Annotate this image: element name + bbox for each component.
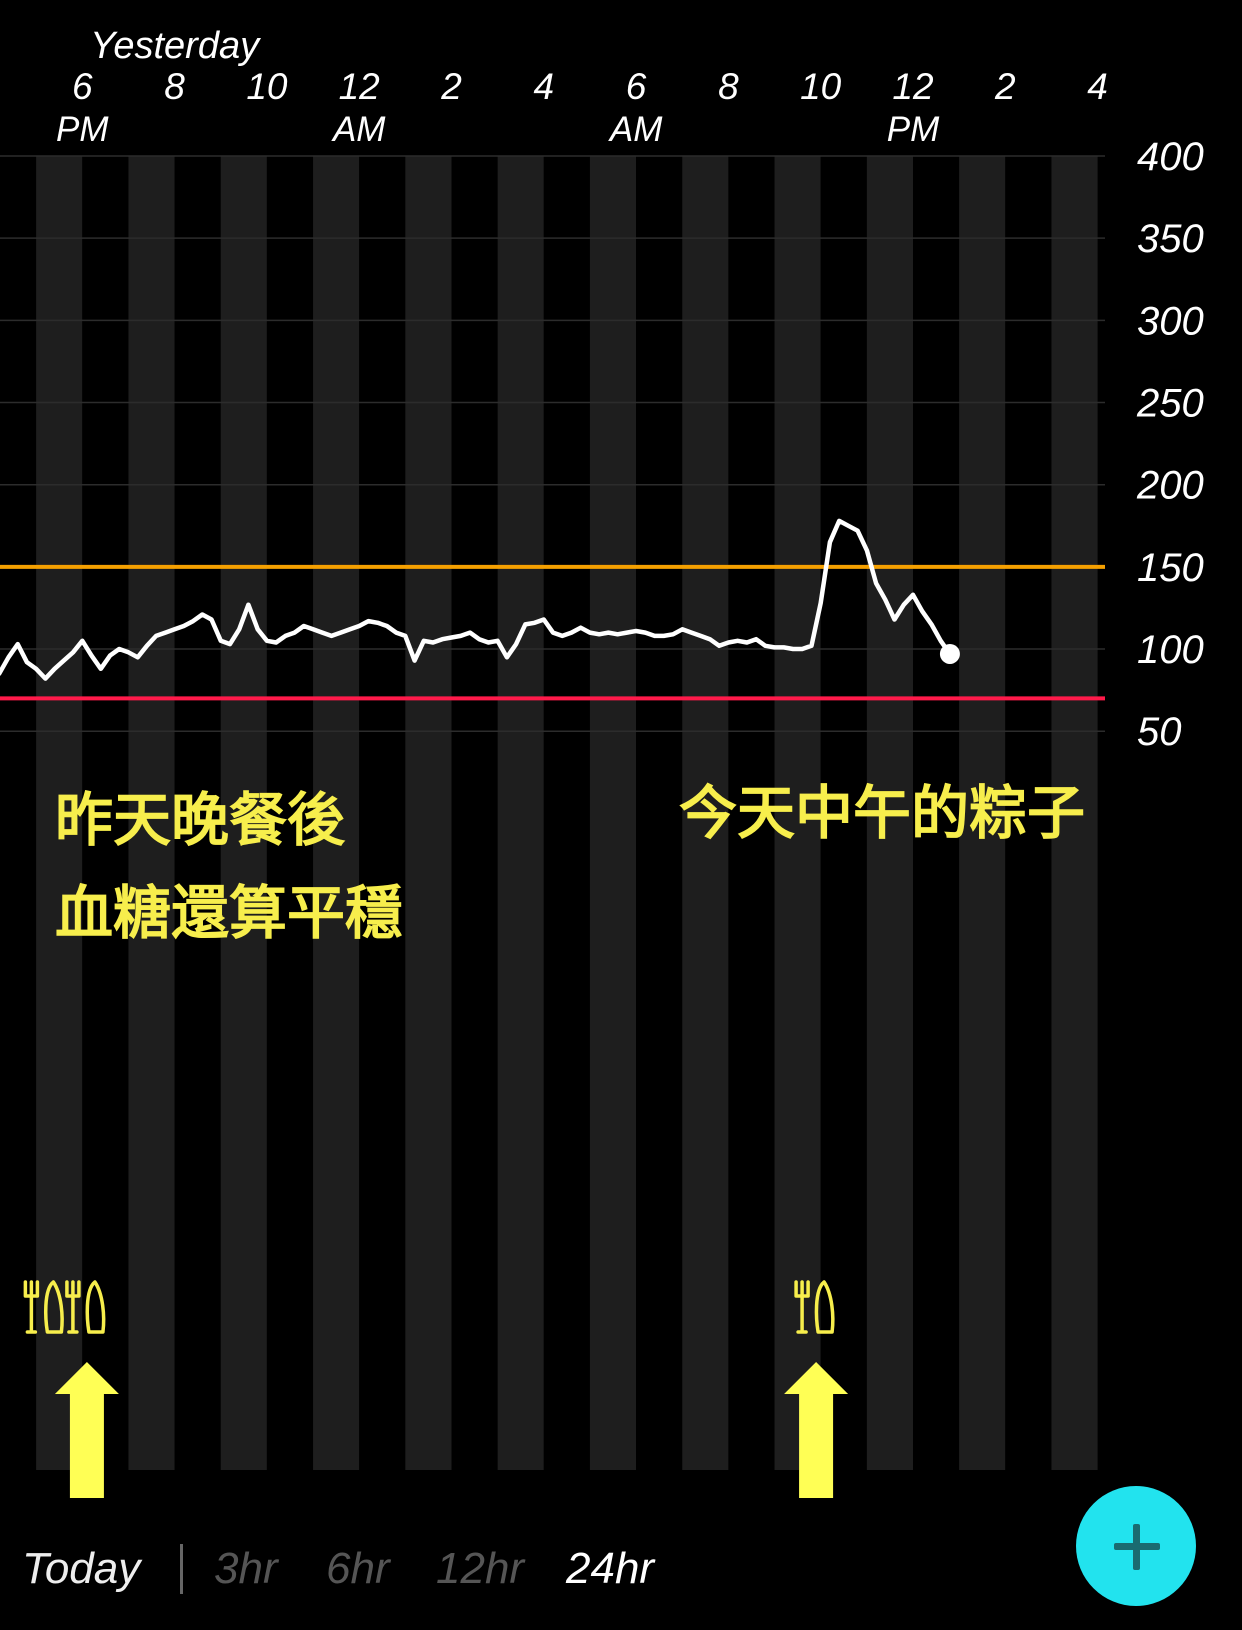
x-tick-label: 6	[626, 66, 647, 107]
time-band	[451, 156, 498, 1470]
time-band	[128, 156, 175, 1470]
knife-icon	[44, 1280, 64, 1334]
x-tick-label: 12	[339, 66, 381, 107]
y-tick-label: 50	[1137, 710, 1182, 754]
fork-icon	[23, 1280, 40, 1334]
glucose-line	[0, 518, 960, 681]
fork-icon	[794, 1280, 810, 1334]
y-axis-labels: 400 350 300 250 200 150 100 50	[1136, 135, 1204, 754]
add-entry-button[interactable]	[1076, 1486, 1196, 1606]
time-band	[543, 156, 590, 1470]
meal-markers	[23, 1280, 835, 1334]
x-tick-label: 8	[718, 66, 739, 107]
time-band	[174, 156, 221, 1470]
x-axis-labels: Yesterday46PM81012AM246AM81012PM24	[0, 25, 1108, 149]
knife-icon	[85, 1280, 106, 1334]
time-band	[682, 156, 729, 1470]
time-band	[913, 156, 960, 1470]
x-tick-label: 12	[892, 66, 934, 107]
annotation-zongzi: 今天中午的粽子	[679, 779, 1085, 847]
knife-icon	[814, 1280, 835, 1334]
toolbar-separator	[180, 1544, 183, 1594]
x-tick-label: 10	[246, 66, 288, 107]
y-tick-label: 100	[1137, 628, 1204, 672]
arrows	[54, 1362, 849, 1498]
time-band	[636, 156, 683, 1470]
glucose-series-line	[0, 518, 953, 681]
time-band	[497, 156, 544, 1470]
time-band	[220, 156, 267, 1470]
time-bands	[0, 156, 1098, 1470]
x-tick-label: 4	[534, 66, 555, 107]
today-button[interactable]: Today	[22, 1544, 141, 1593]
threshold-lines	[0, 564, 1105, 701]
y-tick-label: 250	[1136, 382, 1204, 426]
meal-icon	[23, 1280, 64, 1334]
x-tick-label: 10	[800, 66, 842, 107]
x-tick-sublabel: AM	[331, 110, 386, 149]
time-range-toolbar: Today 3hr 6hr 12hr 24hr	[0, 1486, 1242, 1630]
time-band	[820, 156, 867, 1470]
x-tick-label: 2	[440, 66, 462, 107]
time-band	[313, 156, 360, 1470]
time-band	[774, 156, 821, 1470]
date-label: Yesterday	[90, 25, 261, 67]
meal-icon	[794, 1280, 835, 1334]
x-tick-sublabel: PM	[56, 110, 109, 149]
time-band	[405, 156, 452, 1470]
y-tick-label: 400	[1137, 135, 1204, 179]
time-band	[266, 156, 314, 1470]
time-band	[82, 156, 129, 1470]
time-band	[0, 156, 37, 1470]
x-tick-sublabel: PM	[887, 110, 940, 149]
range-3hr-button[interactable]: 3hr	[214, 1544, 278, 1593]
time-band	[589, 156, 637, 1470]
x-tick-label: 6	[72, 66, 93, 107]
y-tick-label: 150	[1137, 546, 1204, 590]
range-6hr-button[interactable]: 6hr	[326, 1544, 390, 1593]
time-band	[866, 156, 913, 1470]
range-12hr-button[interactable]: 12hr	[436, 1544, 525, 1593]
fork-icon	[65, 1280, 81, 1334]
x-tick-label: 4	[1087, 66, 1108, 107]
x-tick-label: 8	[164, 66, 185, 107]
time-band	[359, 156, 406, 1470]
time-band	[1051, 156, 1098, 1470]
time-band	[1005, 156, 1052, 1470]
time-band	[959, 156, 1006, 1470]
y-tick-label: 300	[1137, 299, 1204, 343]
y-tick-label: 200	[1136, 464, 1204, 508]
time-band	[36, 156, 83, 1470]
x-tick-label: 2	[994, 66, 1016, 107]
up-arrow-icon	[54, 1362, 119, 1498]
meal-icon	[65, 1280, 106, 1334]
time-band	[728, 156, 775, 1470]
current-reading-dot	[939, 643, 960, 664]
x-tick-sublabel: AM	[608, 110, 663, 149]
annotation-dinner-line1: 昨天晚餐後	[55, 786, 346, 854]
up-arrow-icon	[784, 1362, 849, 1498]
annotation-dinner-line2: 血糖還算平穩	[55, 879, 403, 947]
range-24hr-button[interactable]: 24hr	[566, 1544, 655, 1593]
y-tick-label: 350	[1137, 217, 1204, 261]
